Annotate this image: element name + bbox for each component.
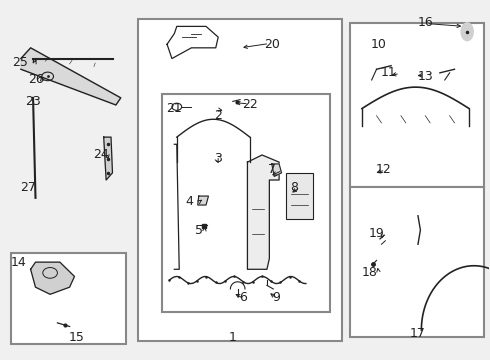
Text: 12: 12 [376,163,392,176]
Bar [350,23,484,187]
Text: 18: 18 [361,266,377,279]
Bar [138,19,343,341]
Bar [287,173,313,219]
Bar [350,187,484,337]
Text: 20: 20 [264,38,280,51]
Polygon shape [21,48,121,105]
Text: 3: 3 [214,152,222,165]
Text: 1: 1 [229,331,237,344]
Polygon shape [272,164,282,176]
Text: 22: 22 [242,99,258,112]
Polygon shape [198,196,208,205]
Ellipse shape [461,23,473,41]
Text: 6: 6 [239,291,246,305]
Text: 16: 16 [417,16,433,29]
Text: 7: 7 [268,163,276,176]
Text: 5: 5 [195,224,203,237]
Text: 13: 13 [417,70,433,83]
Bar [11,253,125,344]
Text: 2: 2 [214,109,222,122]
Polygon shape [104,137,113,180]
Polygon shape [30,262,74,294]
Text: 14: 14 [11,256,26,269]
Text: 17: 17 [410,327,426,340]
Text: 26: 26 [28,73,44,86]
Text: 8: 8 [290,181,298,194]
Text: 15: 15 [69,331,85,344]
Text: 4: 4 [185,195,193,208]
Text: 24: 24 [94,148,109,162]
Polygon shape [247,155,279,269]
Text: 25: 25 [12,55,28,69]
Bar [162,94,330,312]
Text: 11: 11 [381,66,396,79]
Text: 21: 21 [167,102,182,115]
Text: 10: 10 [371,38,387,51]
Text: 23: 23 [25,95,41,108]
Text: 19: 19 [368,227,385,240]
Text: 27: 27 [20,181,36,194]
Text: 9: 9 [273,291,281,305]
